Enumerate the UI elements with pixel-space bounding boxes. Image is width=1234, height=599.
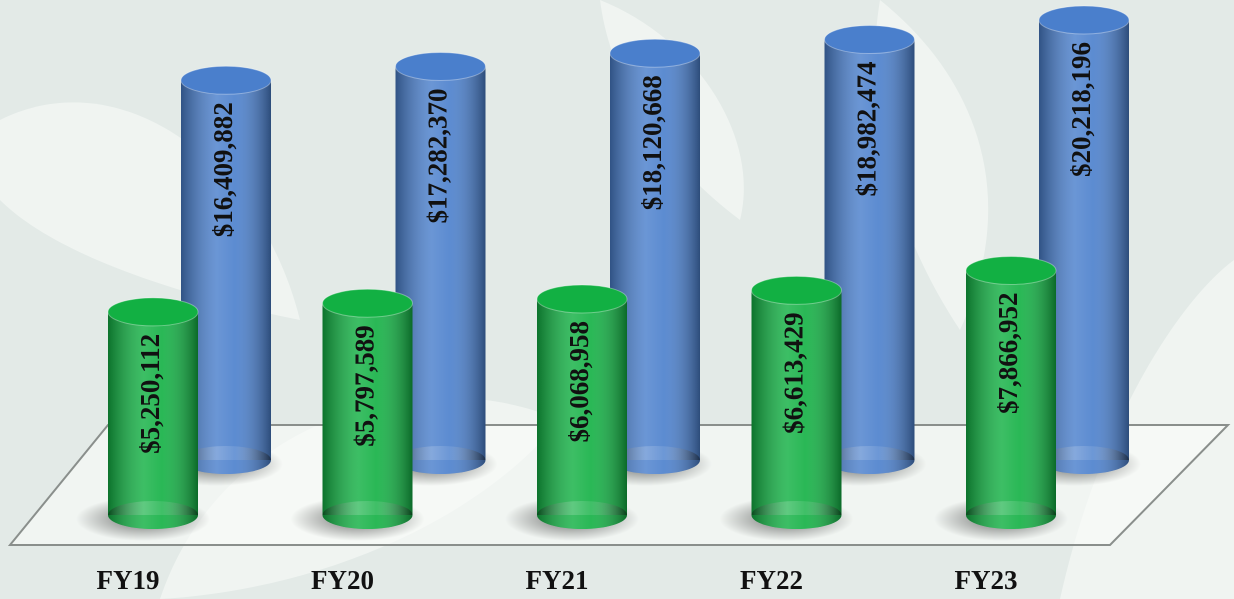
cylinder-shade bbox=[322, 303, 413, 515]
x-tick-label: FY21 bbox=[526, 565, 589, 595]
cylinder-top bbox=[322, 288, 413, 318]
value-label: $18,120,668 bbox=[637, 75, 667, 210]
x-tick-label: FY22 bbox=[740, 565, 803, 595]
cylinder-top bbox=[751, 275, 842, 305]
cylinder-top bbox=[609, 38, 701, 68]
cylinder-shade bbox=[751, 290, 842, 515]
cylinder-top bbox=[536, 284, 628, 314]
cylinder-top bbox=[180, 65, 272, 95]
cylinder-top bbox=[107, 297, 199, 327]
cylinder-shade bbox=[108, 311, 198, 515]
cylinder-top bbox=[395, 51, 486, 81]
cylinder-top bbox=[965, 255, 1057, 285]
value-label: $17,282,370 bbox=[423, 88, 453, 223]
value-label: $6,613,429 bbox=[779, 312, 809, 434]
x-tick-label: FY23 bbox=[955, 565, 1018, 595]
cylinder-top bbox=[1038, 5, 1130, 35]
value-label: $6,068,958 bbox=[564, 321, 594, 443]
value-label: $18,982,474 bbox=[852, 62, 882, 197]
value-label: $7,866,952 bbox=[993, 292, 1023, 414]
value-label: $5,250,112 bbox=[135, 334, 165, 454]
cylinder-shade bbox=[537, 298, 627, 515]
cylinder-top bbox=[824, 25, 915, 55]
value-label: $5,797,589 bbox=[350, 325, 380, 447]
value-label: $20,218,196 bbox=[1066, 42, 1096, 177]
x-tick-label: FY20 bbox=[311, 565, 374, 595]
cylinder-shade bbox=[966, 270, 1056, 515]
value-label: $16,409,882 bbox=[208, 102, 238, 237]
x-tick-label: FY19 bbox=[97, 565, 160, 595]
